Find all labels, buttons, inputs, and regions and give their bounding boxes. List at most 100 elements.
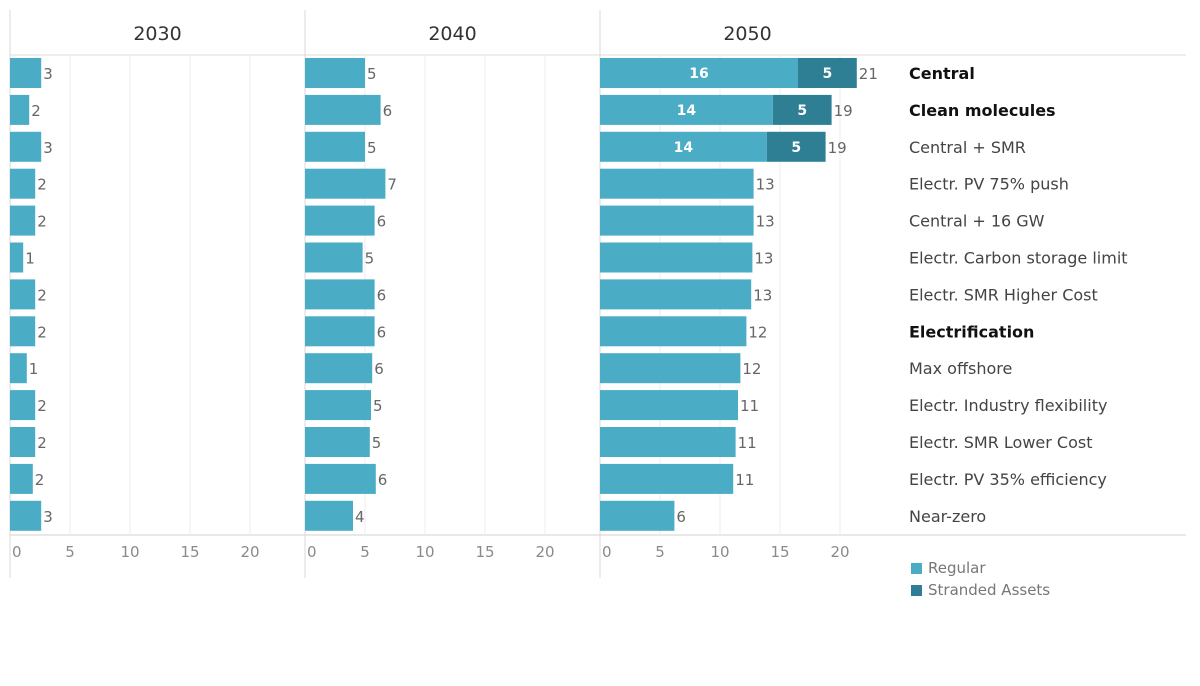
legend: Regular Stranded Assets bbox=[911, 557, 1050, 601]
bar-2040-regular-12 bbox=[305, 463, 376, 494]
bar-2040-regular-8 bbox=[305, 316, 375, 347]
bar-2040-regular-5 bbox=[305, 205, 375, 236]
x-tick-2050-20: 20 bbox=[830, 543, 849, 561]
bar-2030-regular-9 bbox=[10, 353, 27, 384]
bar-2040-regular-10 bbox=[305, 390, 371, 421]
bar-2030-regular-11 bbox=[10, 427, 36, 457]
bar-2050-regular-8 bbox=[600, 316, 747, 347]
total-label-2050-13: 6 bbox=[676, 508, 686, 526]
category-label-7: Electr. SMR Higher Cost bbox=[909, 285, 1098, 304]
total-label-2050-8: 12 bbox=[748, 323, 767, 341]
total-label-2050-2: 19 bbox=[834, 102, 853, 120]
total-label-2040-12: 6 bbox=[378, 471, 388, 489]
total-label-2050-1: 21 bbox=[859, 65, 878, 83]
x-tick-2050-10: 10 bbox=[710, 543, 729, 561]
bar-2040-regular-2 bbox=[305, 94, 381, 125]
bar-2040-regular-4 bbox=[305, 168, 386, 199]
total-label-2050-12: 11 bbox=[735, 471, 754, 489]
category-label-3: Central + SMR bbox=[909, 138, 1026, 157]
total-label-2040-9: 6 bbox=[374, 360, 384, 378]
total-label-2030-13: 3 bbox=[43, 508, 53, 526]
panel-title-2050: 2050 bbox=[723, 23, 771, 45]
category-label-13: Near-zero bbox=[909, 507, 986, 526]
bar-2050-stranded-assets-3 bbox=[766, 131, 826, 162]
category-label-10: Electr. Industry flexibility bbox=[909, 396, 1107, 415]
bar-2030-regular-12 bbox=[10, 463, 33, 494]
total-label-2050-6: 13 bbox=[754, 250, 773, 268]
total-label-2030-4: 2 bbox=[37, 176, 47, 194]
x-tick-2030-20: 20 bbox=[240, 543, 259, 561]
category-label-4: Electr. PV 75% push bbox=[909, 175, 1069, 194]
bar-2050-regular-13 bbox=[600, 500, 675, 531]
x-tick-2030-0: 0 bbox=[12, 543, 22, 561]
total-label-2040-11: 5 bbox=[372, 434, 382, 452]
panel-title-2040: 2040 bbox=[428, 23, 476, 45]
category-label-6: Electr. Carbon storage limit bbox=[909, 249, 1128, 268]
bar-2030-regular-7 bbox=[10, 279, 36, 310]
total-label-2050-9: 12 bbox=[742, 360, 761, 378]
legend-label-regular: Regular bbox=[928, 559, 986, 577]
x-tick-2030-15: 15 bbox=[180, 543, 199, 561]
bar-label-2050-stranded-assets-1: 5 bbox=[823, 66, 833, 82]
total-label-2040-7: 6 bbox=[377, 286, 387, 304]
total-label-2040-2: 6 bbox=[383, 102, 393, 120]
total-label-2030-5: 2 bbox=[37, 213, 47, 231]
bar-2050-regular-7 bbox=[600, 279, 752, 310]
total-label-2050-7: 13 bbox=[753, 286, 772, 304]
category-label-5: Central + 16 GW bbox=[909, 212, 1045, 231]
total-label-2030-6: 1 bbox=[25, 250, 35, 268]
bar-2030-regular-2 bbox=[10, 94, 30, 125]
total-label-2040-1: 5 bbox=[367, 65, 377, 83]
bar-2030-regular-6 bbox=[10, 242, 24, 273]
legend-item-regular[interactable]: Regular bbox=[911, 557, 1050, 579]
total-label-2030-12: 2 bbox=[35, 471, 45, 489]
total-label-2040-8: 6 bbox=[377, 323, 387, 341]
x-tick-2030-5: 5 bbox=[65, 543, 75, 561]
total-label-2040-5: 6 bbox=[377, 213, 387, 231]
total-label-2050-3: 19 bbox=[828, 139, 847, 157]
bar-label-2050-regular-2: 14 bbox=[677, 103, 697, 119]
total-label-2030-11: 2 bbox=[37, 434, 47, 452]
bar-2030-regular-4 bbox=[10, 168, 36, 199]
total-label-2040-6: 5 bbox=[365, 250, 375, 268]
total-label-2030-7: 2 bbox=[37, 286, 47, 304]
total-label-2030-1: 3 bbox=[43, 65, 53, 83]
total-label-2040-4: 7 bbox=[387, 176, 397, 194]
bar-label-2050-regular-1: 16 bbox=[689, 66, 708, 82]
legend-swatch-stranded-assets bbox=[911, 584, 922, 596]
bar-2040-regular-11 bbox=[305, 427, 370, 457]
category-label-2: Clean molecules bbox=[909, 101, 1056, 120]
x-tick-2050-0: 0 bbox=[602, 543, 612, 561]
bar-2050-regular-3 bbox=[600, 131, 767, 162]
bar-2050-regular-2 bbox=[600, 94, 773, 125]
x-tick-2050-5: 5 bbox=[655, 543, 665, 561]
bar-2030-regular-10 bbox=[10, 390, 36, 421]
x-tick-2030-10: 10 bbox=[120, 543, 139, 561]
category-label-9: Max offshore bbox=[909, 359, 1012, 378]
bar-2050-regular-1 bbox=[600, 58, 798, 88]
x-tick-2050-15: 15 bbox=[770, 543, 789, 561]
bar-2030-regular-5 bbox=[10, 205, 36, 236]
total-label-2030-2: 2 bbox=[31, 102, 41, 120]
x-tick-2040-10: 10 bbox=[415, 543, 434, 561]
bar-2040-regular-9 bbox=[305, 353, 373, 384]
total-label-2030-8: 2 bbox=[37, 323, 47, 341]
bar-2050-regular-4 bbox=[600, 168, 754, 199]
bar-2040-regular-7 bbox=[305, 279, 375, 310]
bar-2050-regular-5 bbox=[600, 205, 754, 236]
bar-2050-stranded-assets-1 bbox=[798, 58, 857, 88]
bar-2030-regular-3 bbox=[10, 131, 42, 162]
legend-item-stranded-assets[interactable]: Stranded Assets bbox=[911, 579, 1050, 601]
bar-2050-regular-6 bbox=[600, 242, 753, 273]
x-tick-2040-20: 20 bbox=[535, 543, 554, 561]
total-label-2040-13: 4 bbox=[355, 508, 365, 526]
total-label-2040-10: 5 bbox=[373, 397, 383, 415]
bar-2050-regular-12 bbox=[600, 463, 734, 494]
panel-title-2030: 2030 bbox=[133, 23, 181, 45]
total-label-2050-10: 11 bbox=[740, 397, 759, 415]
legend-label-stranded-assets: Stranded Assets bbox=[928, 581, 1051, 599]
bar-2040-regular-1 bbox=[305, 58, 365, 88]
bar-2050-regular-9 bbox=[600, 353, 741, 384]
category-label-12: Electr. PV 35% efficiency bbox=[909, 470, 1107, 489]
